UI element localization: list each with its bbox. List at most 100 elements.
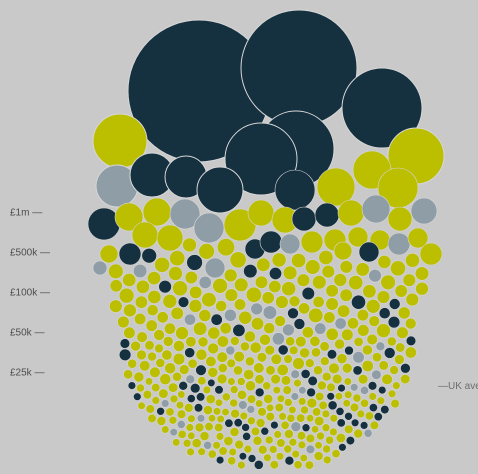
bubble-small: [387, 389, 397, 398]
bubble-small: [350, 383, 359, 392]
bubble-small: [136, 383, 145, 393]
bubble-small: [386, 336, 397, 347]
bubble-small: [184, 347, 196, 359]
bubble-small: [392, 381, 401, 390]
bubble-small: [263, 393, 274, 404]
bubble-small: [415, 281, 429, 296]
bubble-small: [268, 445, 278, 454]
bubble-small: [176, 409, 187, 419]
bubble-medium: [247, 199, 275, 227]
bubble-small: [151, 383, 161, 393]
bubble-small: [341, 362, 353, 374]
bubble-small: [376, 396, 385, 405]
bubble-small: [253, 459, 264, 470]
bubble-small: [270, 353, 282, 365]
bubble-small: [306, 387, 316, 398]
bubble-small: [336, 353, 348, 365]
bubble-small: [265, 365, 276, 376]
bubble-small: [158, 388, 169, 399]
bubble-small: [198, 275, 212, 289]
bubble-small: [197, 376, 207, 386]
bubble-small: [156, 311, 169, 324]
bubble-small: [281, 281, 297, 297]
bubble-small: [149, 366, 161, 378]
bubble-small: [196, 392, 206, 402]
bubble-small: [195, 348, 208, 361]
bubble-small: [280, 375, 292, 386]
bubble-small: [223, 308, 237, 322]
bubble-small: [229, 398, 239, 408]
bubble-medium: [337, 199, 365, 227]
bubble-small: [262, 381, 272, 391]
bubble-small: [117, 315, 130, 329]
bubble-small: [122, 272, 137, 287]
bubble-small: [254, 387, 265, 398]
bubble-small: [373, 412, 383, 422]
bubble-small: [349, 402, 360, 413]
bubble-small: [264, 435, 274, 445]
bubble-small: [335, 432, 347, 444]
bubble-small: [326, 349, 338, 360]
bubble-small: [154, 256, 170, 273]
bubble-small: [405, 252, 420, 268]
bubble-small: [142, 389, 153, 400]
bubble-small: [290, 392, 300, 401]
bubble-small: [141, 248, 157, 264]
bubble-small: [276, 394, 286, 403]
bubble-small: [404, 317, 417, 330]
bubble-small: [184, 270, 198, 285]
bubble-small: [290, 421, 302, 433]
bubble-small: [296, 273, 311, 287]
bubble-small: [223, 435, 234, 446]
bubble-small: [338, 443, 347, 452]
bubble-small: [390, 398, 400, 409]
bubble-small: [134, 295, 148, 309]
bubble-small: [314, 416, 325, 427]
bubble-small: [243, 444, 253, 454]
bubble-small: [283, 444, 293, 454]
bubble-small: [145, 404, 156, 414]
bubble-small: [277, 344, 289, 356]
bubble-small: [341, 328, 354, 341]
bubble-small: [335, 406, 345, 416]
bubble-small: [186, 254, 203, 271]
bubble-large: [341, 67, 423, 149]
bubble-small: [376, 290, 391, 304]
bubble-medium: [347, 226, 369, 248]
bubble-small: [254, 275, 269, 289]
bubble-small: [173, 340, 185, 352]
bubble-small: [123, 369, 134, 380]
bubble-small: [331, 449, 341, 459]
bubble-small: [389, 365, 399, 375]
bubble-small: [196, 414, 206, 423]
bubble-small: [256, 352, 268, 363]
bubble-medium: [300, 230, 324, 254]
bubble-small: [228, 447, 237, 457]
bubble-small: [207, 378, 216, 388]
bubble-small: [325, 297, 339, 311]
bubble-small: [397, 306, 411, 320]
bubble-small: [164, 362, 177, 375]
bubble-medium: [419, 242, 443, 266]
bubble-small: [239, 341, 250, 352]
bubble-small: [169, 250, 186, 267]
bubble-small: [378, 385, 387, 395]
bubble-small: [283, 398, 293, 407]
bubble-medium: [314, 202, 340, 228]
bubble-small: [250, 302, 264, 316]
bubble-small: [378, 307, 391, 320]
bubble-medium: [316, 167, 356, 207]
bubble-small: [255, 399, 264, 408]
bubble-small: [368, 315, 381, 328]
bubble-small: [387, 316, 401, 329]
bubble-small: [365, 298, 381, 314]
bubble-small: [352, 351, 365, 364]
bubble-small: [156, 415, 167, 426]
y-axis: £1m — £500k — £100k — £50k — £25k —: [10, 208, 50, 379]
bubble-small: [243, 264, 258, 279]
bubble-small: [293, 460, 303, 470]
bubble-small: [306, 397, 318, 409]
bubble-small: [207, 342, 219, 355]
bubble-small: [361, 359, 374, 372]
reference-line-uk-average: —UK ave: [438, 381, 478, 392]
